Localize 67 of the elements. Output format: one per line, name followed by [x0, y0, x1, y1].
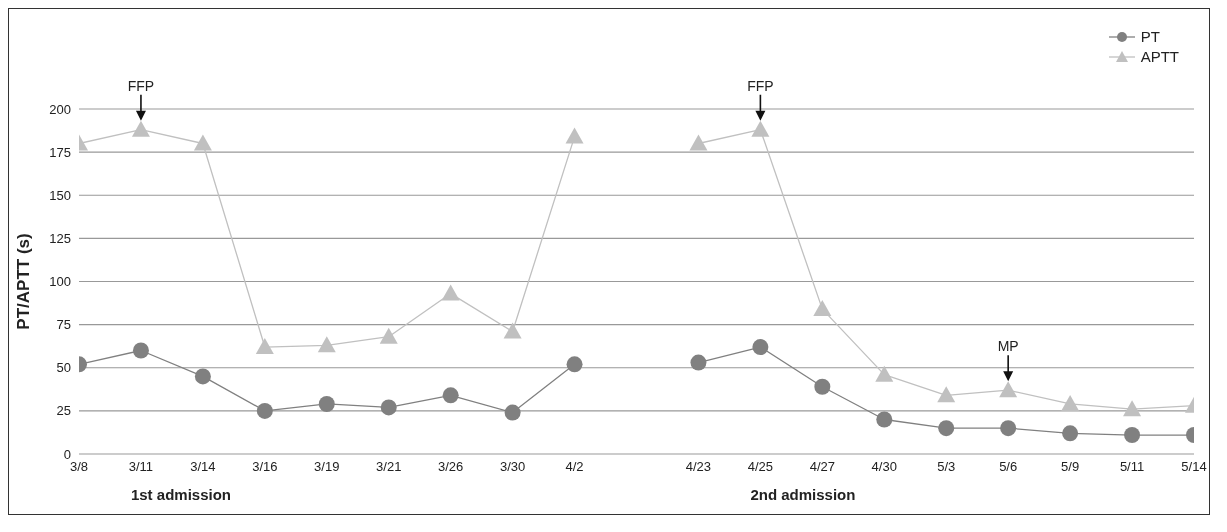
x-tick-label: 3/26: [438, 459, 464, 475]
point: [380, 399, 397, 416]
y-tick-label: 25: [56, 403, 71, 419]
x-tick-label: 4/25: [747, 459, 774, 475]
point: [814, 378, 831, 395]
text: 1st admission: [130, 486, 231, 503]
x-tick-label: 4/30: [871, 459, 897, 475]
point: [1061, 394, 1080, 411]
y-axis-title: PT/APTT (s): [14, 233, 34, 330]
annotation: MP: [997, 338, 1019, 355]
y-tick-label: 200: [49, 101, 71, 117]
point: [566, 356, 583, 373]
point: [255, 338, 274, 355]
point: [1123, 400, 1142, 417]
y-tick-label: 125: [49, 230, 71, 246]
y-tick-label: 50: [56, 360, 71, 376]
x-tick-label: 5/11: [1119, 459, 1145, 475]
point: [875, 365, 894, 382]
x-tick-label: 5/14: [1181, 459, 1207, 475]
point: [689, 134, 708, 151]
point: [194, 368, 211, 385]
y-tick-label: 75: [56, 317, 71, 333]
point: [876, 411, 893, 428]
point: [1062, 425, 1079, 442]
x-tick-label: 3/16: [252, 459, 278, 475]
point: [379, 327, 398, 344]
point: [565, 127, 584, 144]
point: [1000, 420, 1017, 437]
annotation: FFP: [127, 77, 155, 94]
x-tick-label: 4/2: [565, 459, 584, 475]
x-tick-label: 5/9: [1061, 459, 1080, 475]
point: [752, 339, 769, 356]
x-tick-label: 5/6: [999, 459, 1018, 475]
point: [937, 386, 956, 403]
x-tick-label: 3/8: [69, 459, 89, 475]
point: [999, 381, 1018, 398]
y-tick-label: 150: [49, 187, 71, 203]
point: [442, 387, 459, 404]
point: [318, 395, 335, 412]
point: [751, 120, 770, 137]
point: [504, 404, 521, 421]
legend-label: APTT: [1140, 47, 1179, 67]
point: [813, 300, 832, 317]
point: [317, 336, 336, 353]
x-tick-label: 4/27: [809, 459, 835, 475]
y-tick-label: 100: [49, 274, 71, 290]
point: [441, 284, 460, 301]
x-tick-label: 4/23: [685, 459, 712, 475]
x-tick-label: 5/3: [937, 459, 956, 475]
y-tick-label: 175: [49, 144, 71, 160]
x-tick-label: 3/19: [314, 459, 340, 475]
point: [690, 354, 707, 371]
annotation: FFP: [747, 77, 774, 94]
point: [193, 134, 212, 151]
y-tick-label: 0: [63, 446, 71, 462]
point: [132, 342, 149, 359]
text: 2nd admission: [750, 486, 856, 503]
point: [1124, 427, 1141, 444]
point: [938, 420, 955, 437]
x-tick-label: 3/11: [128, 459, 154, 475]
x-tick-label: 3/21: [376, 459, 402, 475]
point: [131, 120, 150, 137]
legend-label: PT: [1140, 27, 1160, 47]
x-tick-label: 3/14: [190, 459, 216, 475]
point: [256, 402, 273, 419]
point: [503, 322, 522, 339]
x-tick-label: 3/30: [499, 459, 526, 475]
